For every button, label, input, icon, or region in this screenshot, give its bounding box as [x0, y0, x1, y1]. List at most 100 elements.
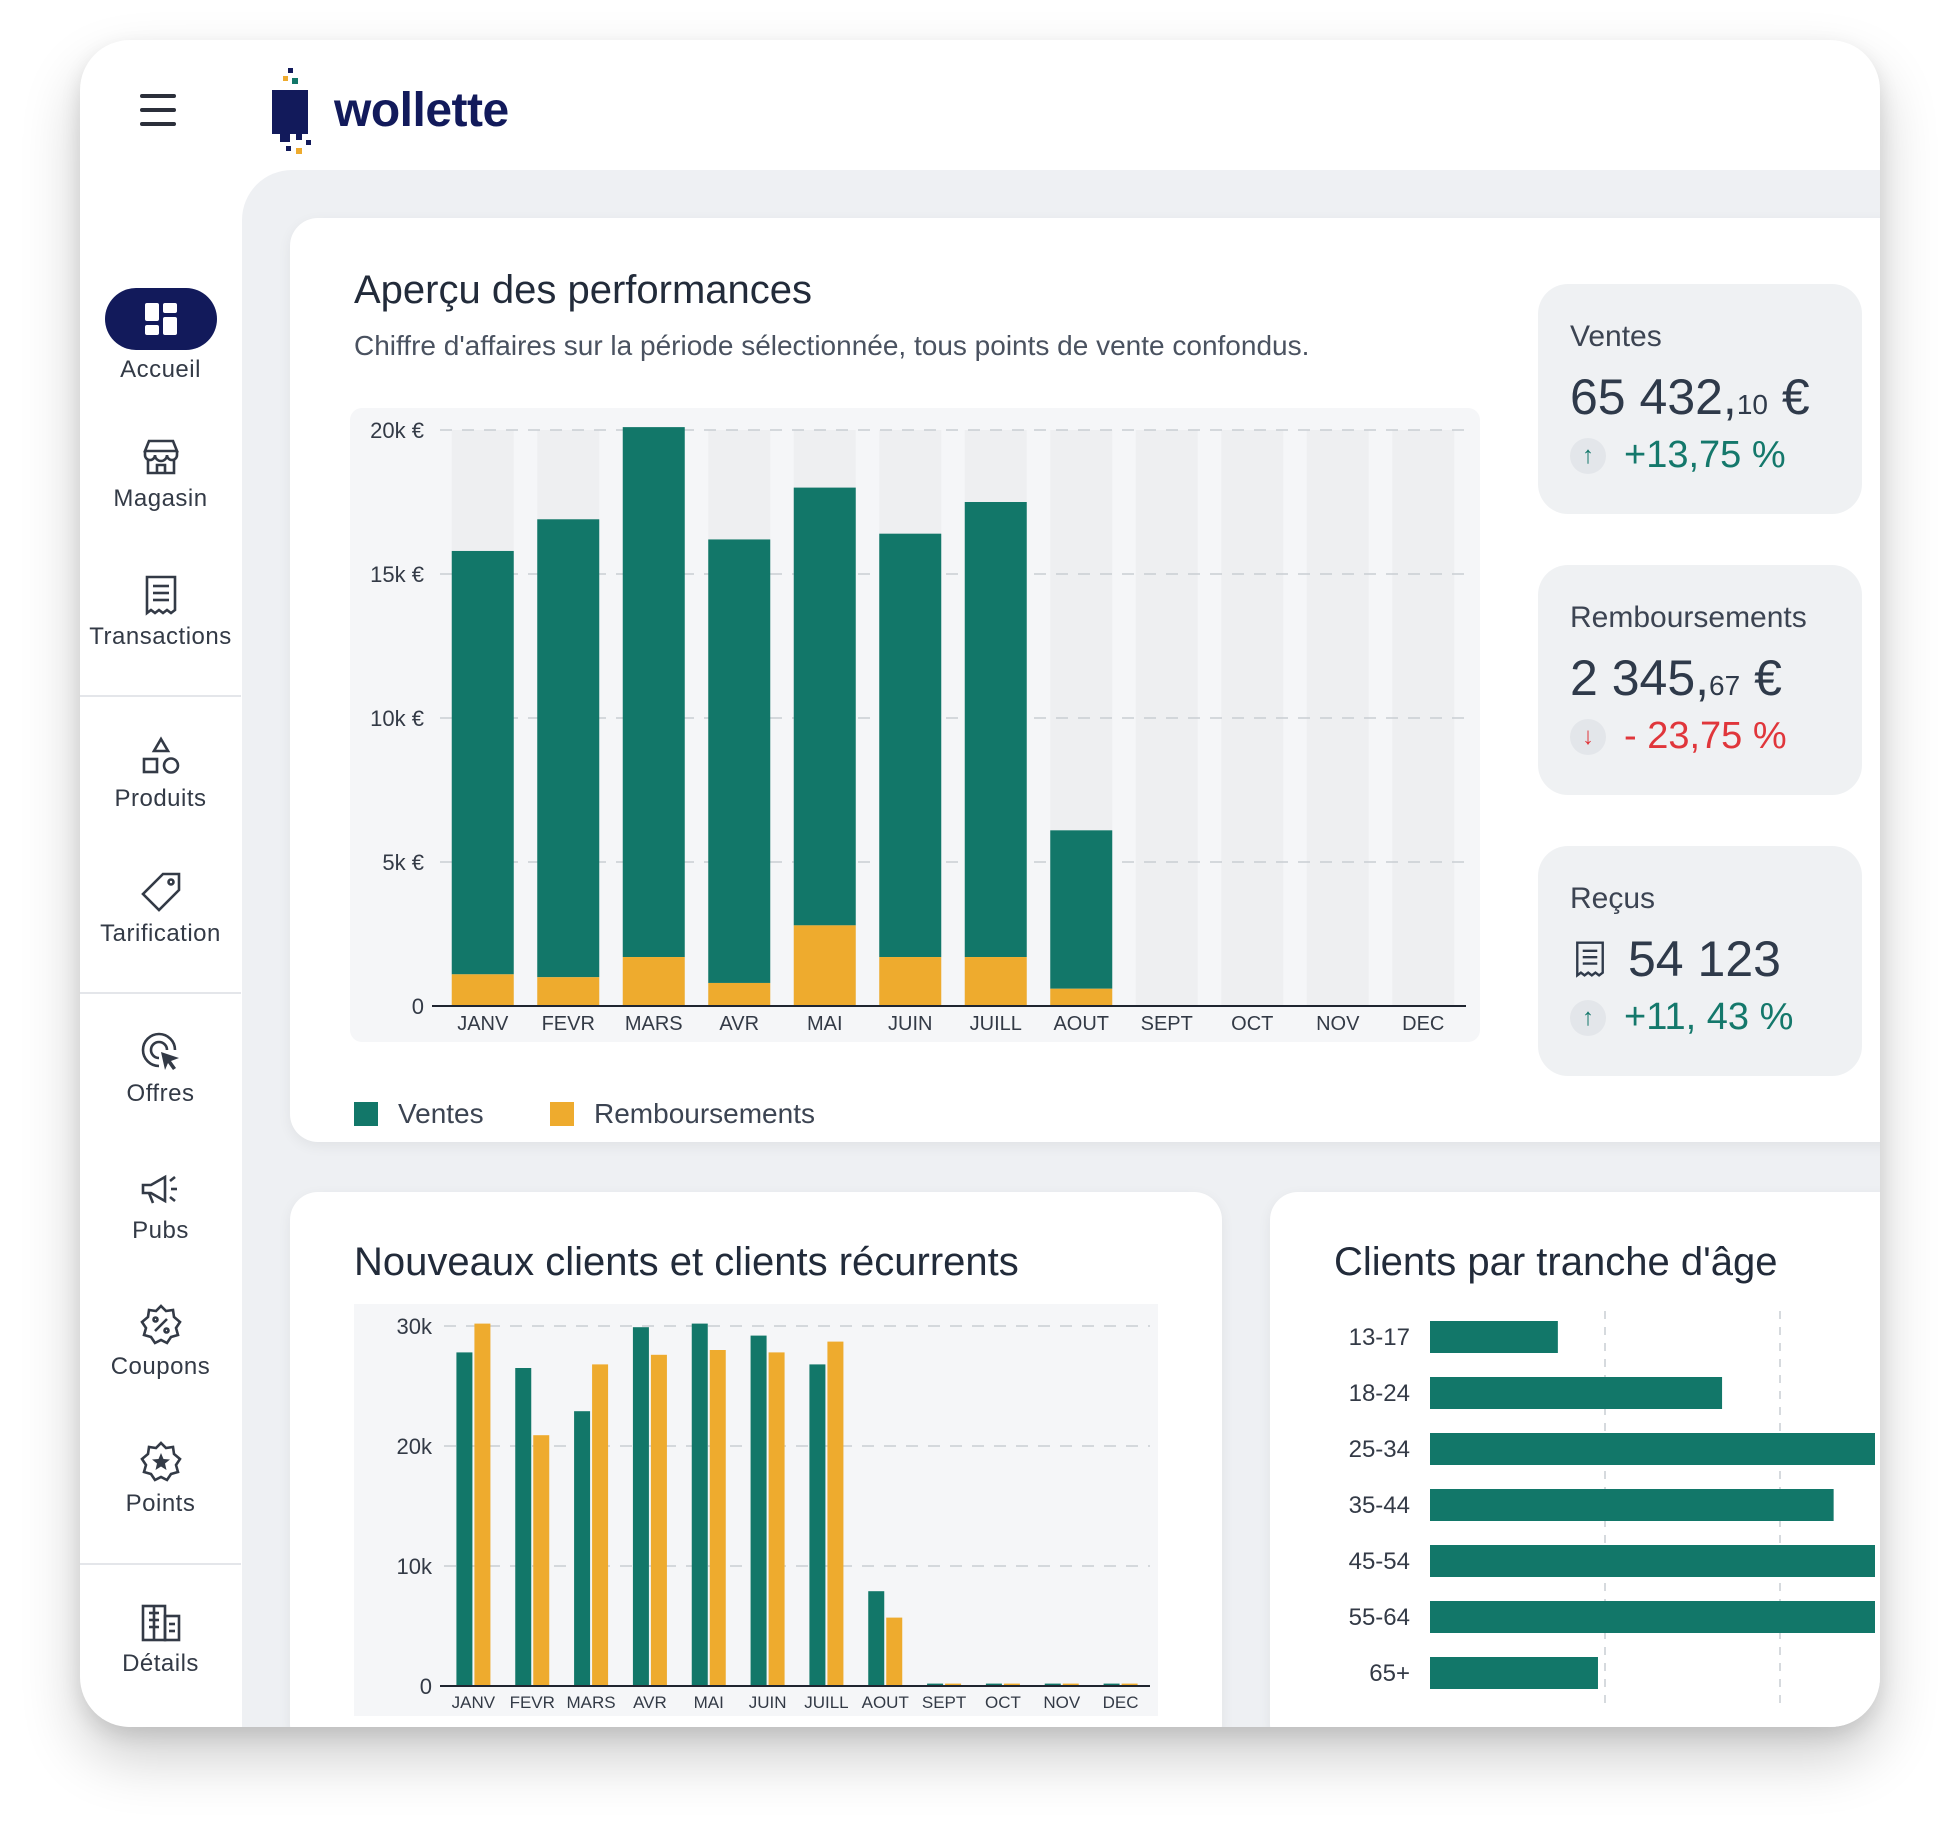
- y-tick-label: 0: [420, 1674, 432, 1699]
- store-icon: [142, 439, 179, 475]
- hamburger-menu-icon[interactable]: [136, 88, 180, 132]
- arrow-up-icon: ↑: [1570, 999, 1606, 1036]
- x-tick-label: MARS: [567, 1693, 616, 1712]
- bar-remboursements: [708, 982, 771, 1006]
- x-tick-label: OCT: [985, 1693, 1021, 1712]
- bar-remboursements: [793, 925, 856, 1006]
- bar-series-1: [1044, 1683, 1061, 1686]
- bar-series-2: [592, 1364, 609, 1686]
- y-tick-label: 65+: [1369, 1660, 1410, 1687]
- target-cursor-icon: [141, 1032, 179, 1070]
- bar-age: [1430, 1433, 1875, 1465]
- y-tick-label: 10k: [397, 1554, 433, 1579]
- sidebar-item-label: Produits: [114, 785, 207, 812]
- receipt-icon: [145, 575, 176, 616]
- bar-series-1: [456, 1352, 473, 1686]
- sidebar-item-label: Tarification: [100, 920, 221, 947]
- bar-series-2: [1062, 1683, 1079, 1686]
- bar-age: [1430, 1321, 1558, 1353]
- bar-series-1: [574, 1411, 591, 1686]
- bar-slot-background: [1306, 430, 1369, 1006]
- performance-chart: 0 5k € 10k € 15k € 20k € JANV FEVR MARS AVR MAI JU…: [350, 408, 1480, 1042]
- x-tick-label: OCT: [1231, 1013, 1273, 1035]
- x-tick-label: SEPT: [922, 1693, 966, 1712]
- bar-ventes: [451, 550, 514, 975]
- shapes-icon: [142, 736, 179, 774]
- x-tick-label: MAI: [807, 1013, 843, 1035]
- y-tick-label: 15k €: [370, 562, 424, 587]
- x-tick-label: AVR: [633, 1693, 667, 1712]
- bar-age: [1430, 1601, 1875, 1633]
- bar-series-1: [809, 1364, 826, 1686]
- bar-ventes: [1050, 830, 1113, 989]
- y-tick-label: 45-54: [1349, 1548, 1410, 1575]
- sidebar-item-label: Points: [125, 1490, 196, 1517]
- bar-series-2: [945, 1683, 962, 1686]
- kpi-card-recus[interactable]: Reçus 54 123 ↑ +11, 43 %: [1538, 846, 1862, 1076]
- sidebar-item-pubs[interactable]: Pubs: [80, 1167, 241, 1245]
- x-tick-label: MARS: [625, 1013, 683, 1035]
- sidebar-item-magasin[interactable]: Magasin: [80, 435, 241, 513]
- bar-series-1: [868, 1591, 885, 1686]
- sidebar-item-accueil[interactable]: Accueil: [80, 288, 241, 384]
- y-tick-label: 35-44: [1349, 1492, 1410, 1519]
- bar-series-2: [886, 1617, 903, 1686]
- bar-series-1: [1103, 1683, 1120, 1686]
- sidebar-item-points[interactable]: Points: [80, 1440, 241, 1518]
- arrow-up-icon: ↑: [1570, 437, 1606, 474]
- bar-age: [1430, 1489, 1834, 1521]
- bar-remboursements: [964, 957, 1027, 1006]
- x-tick-label: NOV: [1316, 1013, 1360, 1035]
- bar-series-2: [533, 1435, 550, 1686]
- sidebar-item-details[interactable]: Détails: [80, 1600, 241, 1678]
- bar-ventes: [622, 427, 685, 958]
- bar-ventes: [793, 487, 856, 926]
- bar-remboursements: [451, 974, 514, 1006]
- star-badge-icon: [139, 1441, 182, 1482]
- legend-swatch: [354, 1102, 378, 1126]
- sidebar-item-coupons[interactable]: Coupons: [80, 1303, 241, 1381]
- x-tick-label: JUIN: [888, 1013, 932, 1035]
- performance-subtitle: Chiffre d'affaires sur la période sélect…: [354, 330, 1310, 361]
- sidebar-item-label: Accueil: [120, 356, 201, 383]
- x-tick-label: MAI: [694, 1693, 724, 1712]
- y-tick-label: 13-17: [1349, 1324, 1410, 1351]
- y-tick-label: 10k €: [370, 706, 424, 731]
- kpi-delta: ↓ - 23,75 %: [1570, 715, 1787, 758]
- sidebar-item-label: Détails: [122, 1650, 199, 1677]
- bar-ventes: [964, 502, 1027, 958]
- bar-series-1: [985, 1683, 1002, 1686]
- megaphone-icon: [141, 1174, 177, 1204]
- y-tick-label: 0: [412, 994, 424, 1019]
- wollette-logo-icon: [272, 68, 311, 154]
- brand-logo[interactable]: wollette: [270, 60, 509, 160]
- sidebar-divider: [80, 695, 241, 697]
- brand-name: wollette: [334, 83, 509, 137]
- bar-age: [1430, 1377, 1723, 1409]
- x-tick-label: JANV: [452, 1693, 496, 1712]
- y-tick-label: 5k €: [382, 850, 424, 875]
- x-tick-label: AOUT: [862, 1693, 909, 1712]
- x-tick-label: JUILL: [804, 1693, 848, 1712]
- clients-card: Nouveaux clients et clients récurrents 0…: [290, 1192, 1222, 1727]
- sidebar-item-offres[interactable]: Offres: [80, 1030, 241, 1108]
- kpi-card-remboursements[interactable]: Remboursements 2 345,67 € ↓ - 23,75 %: [1538, 565, 1862, 795]
- active-indicator: [104, 288, 217, 350]
- legend-swatch: [550, 1102, 574, 1126]
- sidebar-divider: [80, 1563, 241, 1565]
- sidebar-item-label: Transactions: [89, 623, 232, 650]
- age-chart: 13-17 18-24 25-34 35-44 45-54 55-64 65+: [1349, 1311, 1875, 1703]
- sidebar-divider: [80, 992, 241, 994]
- bar-series-2: [650, 1354, 667, 1686]
- x-tick-label: SEPT: [1141, 1013, 1193, 1035]
- kpi-label: Remboursements: [1570, 601, 1807, 634]
- receipt-icon: [1576, 941, 1604, 978]
- kpi-card-ventes[interactable]: Ventes 65 432,10 € ↑ +13,75 %: [1538, 284, 1862, 514]
- performance-title: Aperçu des performances: [354, 268, 813, 312]
- x-tick-label: AVR: [719, 1013, 759, 1035]
- sidebar-item-produits[interactable]: Produits: [80, 735, 241, 813]
- sidebar-item-tarification[interactable]: Tarification: [80, 870, 241, 948]
- sidebar-item-label: Offres: [126, 1080, 195, 1107]
- sidebar-item-transactions[interactable]: Transactions: [80, 573, 241, 651]
- x-tick-label: JUILL: [970, 1013, 1022, 1035]
